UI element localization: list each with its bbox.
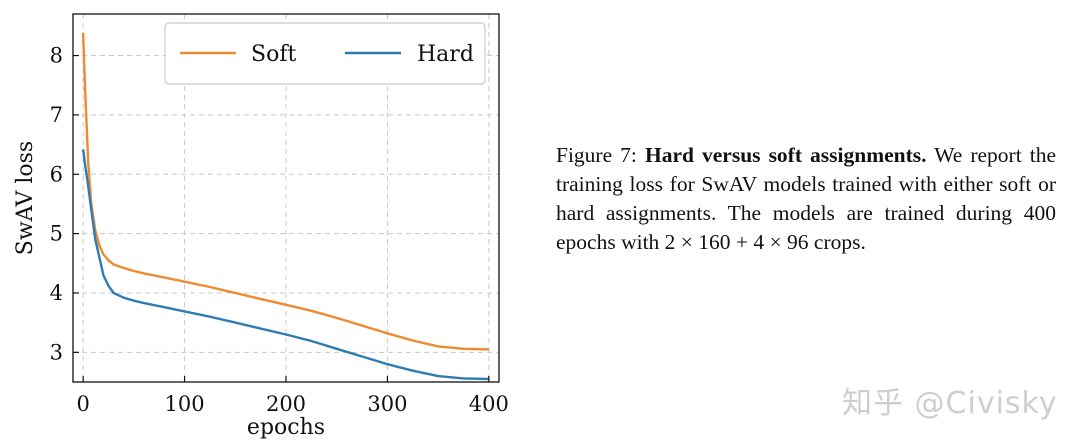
y-tick-label: 4	[50, 281, 63, 305]
y-tick-label: 5	[50, 222, 63, 246]
x-tick-label: 300	[367, 392, 407, 416]
series-line-hard	[81, 149, 489, 381]
y-tick-label: 7	[50, 103, 63, 127]
x-tick-label: 400	[469, 392, 509, 416]
y-tick-label: 3	[50, 340, 63, 364]
axis-ticks: 0 100 200 300 400 3 4 5 6 7 8	[50, 44, 509, 416]
caption-prefix: Figure 7:	[556, 143, 645, 167]
series-lines	[81, 32, 489, 381]
series-line-soft	[81, 32, 489, 351]
x-tick-label: 100	[165, 392, 205, 416]
caption-body: We report the training loss for SwAV mod…	[556, 143, 1057, 254]
y-tick-label: 8	[50, 44, 63, 68]
watermark: 知乎 @Civisky	[842, 386, 1058, 421]
loss-chart: 0 100 200 300 400 3 4 5 6 7 8 epochs SwAV loss Sof…	[13, 13, 509, 440]
y-axis-label: SwAV loss	[13, 141, 38, 255]
figure-caption: Figure 7: Hard versus soft assignments. …	[556, 141, 1056, 257]
legend-label-soft: Soft	[251, 42, 296, 67]
legend-box	[164, 22, 486, 85]
legend: Soft Hard	[164, 22, 486, 85]
y-tick-label: 6	[50, 162, 63, 186]
legend-label-hard: Hard	[417, 42, 474, 67]
x-tick-label: 200	[266, 392, 306, 416]
caption-title: Hard versus soft assignments.	[644, 143, 927, 167]
x-tick-label: 0	[76, 392, 89, 416]
x-axis-label: epochs	[247, 415, 325, 440]
